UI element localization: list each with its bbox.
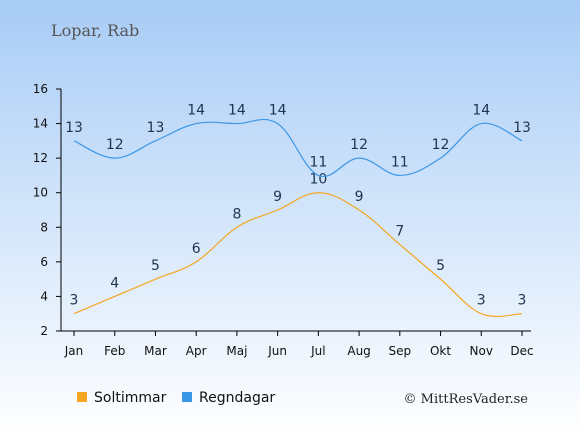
legend: Soltimmar Regndagar [77, 390, 275, 406]
x-tick-label: Aug [347, 344, 370, 358]
x-tick-label: Sep [389, 344, 412, 358]
data-label-soltimmar: 3 [518, 293, 527, 309]
data-label-regndagar: 11 [391, 154, 409, 170]
data-label-regndagar: 12 [350, 137, 368, 153]
data-label-soltimmar: 3 [70, 293, 79, 309]
x-tick-label: Jan [64, 344, 84, 358]
y-tick-label: 16 [33, 82, 48, 96]
data-label-soltimmar: 6 [192, 241, 201, 257]
y-tick-label: 12 [33, 151, 48, 165]
location-title: Lopar, Rab [51, 21, 139, 40]
y-tick-label: 8 [40, 220, 48, 234]
data-label-regndagar: 14 [228, 103, 246, 119]
x-tick-label: Maj [226, 344, 247, 358]
x-tick-label: Jun [267, 344, 287, 358]
data-label-regndagar: 11 [309, 154, 327, 170]
series-layer: 3 4 5 6 8 9 10 9 7 5 3 3 13 12 13 14 14 14 11 12 11 12 14 13 [65, 103, 531, 318]
data-label-regndagar: 13 [147, 120, 165, 136]
legend-label-soltimmar: Soltimmar [94, 390, 167, 406]
legend-swatch-regndagar [182, 392, 192, 402]
x-tick-label: Okt [430, 344, 451, 358]
y-tick-label: 14 [33, 117, 48, 131]
data-label-regndagar: 12 [432, 137, 450, 153]
data-label-soltimmar: 5 [436, 258, 445, 274]
data-label-soltimmar: 5 [151, 258, 160, 274]
data-label-soltimmar: 7 [395, 224, 404, 240]
credit-text: © MittResVader.se [404, 392, 529, 407]
x-tick-label: Apr [186, 344, 207, 358]
data-label-soltimmar: 3 [477, 293, 486, 309]
data-label-regndagar: 13 [65, 120, 83, 136]
data-label-soltimmar: 8 [232, 206, 241, 222]
x-tick-label: Nov [470, 344, 493, 358]
data-label-soltimmar: 4 [110, 275, 119, 291]
y-tick-label: 2 [40, 324, 48, 338]
data-label-soltimmar: 9 [273, 189, 282, 205]
series-line-regndagar [73, 118, 523, 178]
legend-swatch-soltimmar [77, 392, 87, 402]
y-tick-label: 6 [40, 255, 48, 269]
y-tick-label: 4 [40, 289, 48, 303]
data-label-regndagar: 13 [513, 120, 531, 136]
data-label-soltimmar: 10 [309, 172, 327, 188]
data-label-regndagar: 12 [106, 137, 124, 153]
data-label-regndagar: 14 [269, 103, 287, 119]
x-tick-label: Jul [310, 344, 325, 358]
chart-axes: 2 4 6 8 10 12 14 16 Jan Feb Mar Apr Maj Jun Jul Aug Sep O… [33, 82, 534, 358]
y-tick-label: 10 [33, 186, 48, 200]
data-label-regndagar: 14 [472, 103, 490, 119]
data-label-regndagar: 14 [187, 103, 205, 119]
data-label-soltimmar: 9 [355, 189, 364, 205]
legend-label-regndagar: Regndagar [199, 390, 275, 406]
series-line-soltimmar [73, 192, 523, 318]
x-tick-label: Mar [144, 344, 167, 358]
x-tick-label: Dec [510, 344, 533, 358]
x-tick-label: Feb [104, 344, 125, 358]
